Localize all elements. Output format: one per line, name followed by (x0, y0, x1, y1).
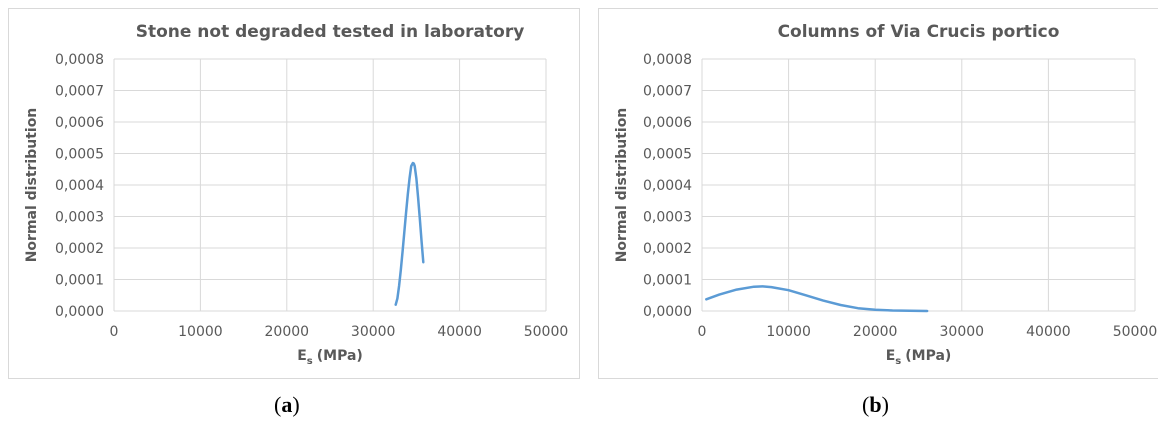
chart-title: Stone not degraded tested in laboratory (136, 22, 525, 42)
caption-b: (b) (862, 392, 889, 418)
x-tick-label: 30000 (351, 324, 396, 340)
x-axis-label-unit: (MPa) (905, 348, 951, 364)
y-tick-label: 0,0005 (55, 147, 104, 163)
caption-a-letter: a (281, 392, 293, 417)
y-tick-label: 0,0008 (55, 52, 104, 68)
caption-a: (a) (274, 392, 300, 418)
x-axis-label: Es (MPa) (886, 348, 952, 367)
chart-panel-b: Columns of Via Crucis portico 0 10000 20000… (598, 8, 1158, 379)
x-axis-label-main: E (297, 348, 307, 364)
x-tick-label: 20000 (265, 324, 310, 340)
x-tick-label: 20000 (853, 324, 898, 340)
y-tick-label: 0,0006 (643, 115, 692, 131)
y-axis-label: Normal distribution (614, 108, 630, 263)
caption-b-open: ( (862, 392, 870, 417)
series-line (705, 285, 929, 313)
caption-a-open: ( (274, 392, 282, 417)
x-tick-label: 40000 (437, 324, 482, 340)
x-tick-label: 30000 (940, 324, 985, 340)
y-tick-label: 0,0003 (643, 210, 692, 226)
y-tick-label: 0,0005 (643, 147, 692, 163)
x-tick-label: 50000 (524, 324, 569, 340)
caption-b-close: ) (881, 392, 889, 417)
x-tick-label: 40000 (1026, 324, 1071, 340)
x-axis-label-unit: (MPa) (317, 348, 363, 364)
x-tick-label: 0 (698, 324, 707, 340)
y-tick-label: 0,0000 (55, 304, 104, 320)
x-tick-label: 10000 (178, 324, 223, 340)
caption-a-close: ) (292, 392, 300, 417)
y-tick-label: 0,0007 (643, 84, 692, 100)
y-tick-label: 0,0002 (643, 241, 692, 257)
chart-a-svg: Stone not degraded tested in laboratory 0… (24, 22, 569, 367)
x-tick-label: 10000 (766, 324, 811, 340)
x-tick-label: 0 (110, 324, 119, 340)
caption-b-letter: b (869, 392, 882, 417)
y-tick-label: 0,0004 (55, 178, 104, 194)
x-axis-label-sub: s (895, 356, 901, 367)
y-tick-label: 0,0001 (643, 273, 692, 289)
chart-panel-a: Stone not degraded tested in laboratory 0… (8, 8, 580, 379)
y-tick-label: 0,0002 (55, 241, 104, 257)
y-tick-label: 0,0007 (55, 84, 104, 100)
y-tick-label: 0,0004 (643, 178, 692, 194)
x-tick-label: 50000 (1113, 324, 1158, 340)
y-tick-label: 0,0001 (55, 273, 104, 289)
y-tick-label: 0,0006 (55, 115, 104, 131)
chart-b-svg: Columns of Via Crucis portico 0 10000 20000… (614, 22, 1158, 367)
chart-title: Columns of Via Crucis portico (778, 22, 1060, 42)
x-axis-label-main: E (886, 348, 896, 364)
y-tick-label: 0,0008 (643, 52, 692, 68)
x-axis-label-sub: s (307, 356, 313, 367)
y-axis-label: Normal distribution (24, 108, 40, 263)
y-tick-label: 0,0000 (643, 304, 692, 320)
x-axis-label: Es (MPa) (297, 348, 363, 367)
y-tick-label: 0,0003 (55, 210, 104, 226)
series-line (394, 161, 425, 306)
